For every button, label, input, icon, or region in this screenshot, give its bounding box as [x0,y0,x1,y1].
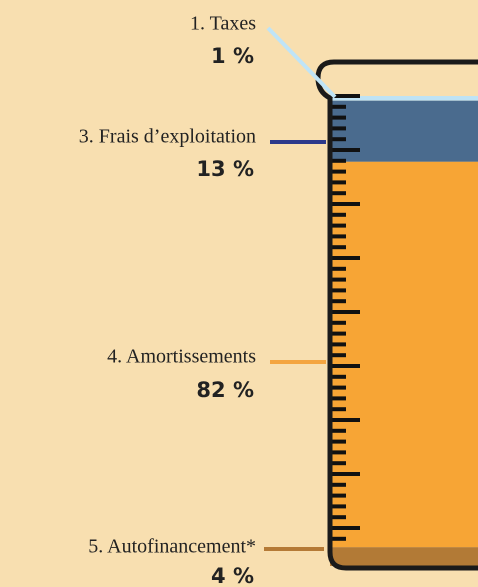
graduation [332,386,346,390]
graduation [332,299,346,303]
graduation [332,159,346,163]
graduation [332,116,346,120]
graduation [332,364,360,368]
graduation [332,170,346,174]
graduation [332,137,346,141]
page: 1. Taxes 1 % 3. Frais d’exploitation 13 % 4.… [0,0,478,587]
segment [330,101,478,162]
graduation [332,256,360,260]
segment-value: 82 % [196,378,254,402]
graduation [332,353,346,357]
graduation [332,105,346,109]
graduation [332,526,360,530]
graduation [332,213,346,217]
graduation [332,494,346,498]
graduation [332,332,346,336]
graduation [332,472,360,476]
graduation [332,224,346,228]
graduation [332,191,346,195]
graduation [332,537,346,541]
segment [330,162,478,547]
graduation [332,278,346,282]
chart: 1. Taxes 1 % 3. Frais d’exploitation 13 % 4.… [0,0,478,587]
segment-name: 3. Frais d’exploitation [79,126,256,148]
segment-value: 4 % [211,564,254,587]
graduation [332,148,360,152]
segment [330,547,478,566]
graduation [332,288,346,292]
graduation [332,180,346,184]
graduation [332,267,346,271]
graduation [332,375,346,379]
segment-name: 1. Taxes [190,13,256,35]
graduation [332,440,346,444]
graduation [332,407,346,411]
graduation [332,515,346,519]
graduation [332,418,360,422]
graduation [332,483,346,487]
graduation [332,429,346,433]
graduation [332,450,346,454]
segment-name: 4. Amortissements [107,346,256,368]
graduation [332,461,346,465]
graduation [332,126,346,130]
graduation [332,245,346,249]
segment-value: 13 % [196,157,254,181]
segment-name: 5. Autofinancement* [88,536,256,558]
graduation [332,202,360,206]
beaker-contents [330,96,478,566]
graduation [332,396,346,400]
graduation [332,321,346,325]
graduation [332,234,346,238]
graduation [332,342,346,346]
graduation [332,310,360,314]
graduation [332,94,360,98]
segment-value: 1 % [211,44,254,68]
graduation [332,504,346,508]
